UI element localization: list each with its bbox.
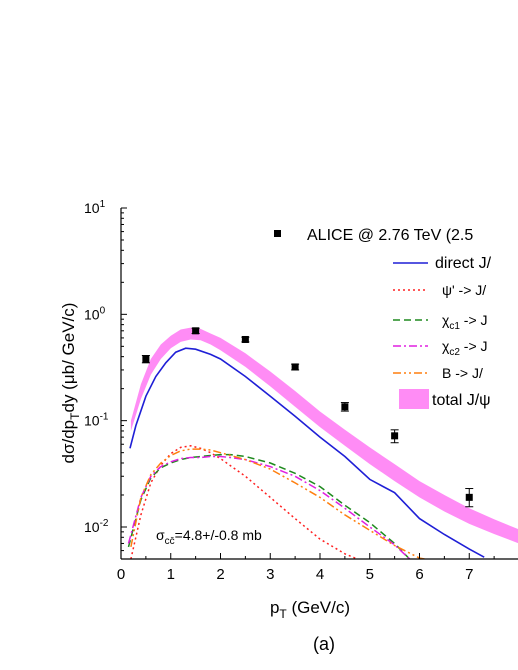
data-point bbox=[465, 493, 473, 501]
data-point bbox=[142, 355, 150, 363]
figure-caption: (a) bbox=[313, 634, 335, 654]
x-axis-label: pT (GeV/c) bbox=[270, 598, 350, 621]
y-tick-label: 100 bbox=[84, 305, 106, 322]
sigma-value: =4.8+/-0.8 mb bbox=[175, 527, 262, 543]
x-tick-label: 2 bbox=[216, 566, 224, 583]
x-tick-label: 1 bbox=[167, 566, 175, 583]
total-jpsi-band bbox=[130, 327, 518, 544]
legend: ALICE @ 2.76 TeV (2.5 direct J/ψ' -> J/χc… bbox=[274, 227, 492, 409]
sigma-subscript: cc̄ bbox=[165, 536, 175, 547]
series-line-chi-c2 bbox=[127, 455, 411, 559]
data-point bbox=[341, 403, 349, 411]
series-line-direct-jpsi bbox=[129, 347, 485, 558]
sigma-annotation: σcc̄=4.8+/-0.8 mb bbox=[156, 527, 262, 547]
series-layer bbox=[127, 347, 485, 559]
x-tick-label: 3 bbox=[266, 566, 274, 583]
legend-label-alice: ALICE @ 2.76 TeV (2.5 bbox=[307, 227, 473, 244]
y-axis-label: dσ/dpTdy (μb/ GeV/c) bbox=[59, 303, 82, 464]
x-tick-label: 5 bbox=[366, 566, 374, 583]
data-point bbox=[391, 432, 399, 440]
x-tick-label: 4 bbox=[316, 566, 324, 583]
y-tick-label: 10-1 bbox=[84, 412, 109, 429]
y-tick-label: 101 bbox=[84, 199, 106, 216]
series-line-chi-c1 bbox=[127, 453, 411, 559]
axes-layer: 0 1 2 3 4 5 6 7 101 100 10-1 10-2 bbox=[84, 199, 518, 583]
series-line-b-decay bbox=[130, 448, 425, 559]
data-point bbox=[291, 363, 299, 371]
y-tick-label: 10-2 bbox=[84, 518, 109, 535]
legend-label-b-decay: B -> J/ bbox=[442, 365, 483, 381]
legend-label-chi-c2: χc2 -> J bbox=[442, 338, 488, 358]
sigma-symbol: σ bbox=[156, 527, 165, 543]
series-line-psi-prime bbox=[130, 445, 358, 559]
legend-label-chi-c1: χc1 -> J bbox=[442, 312, 488, 332]
legend-label-total: total J/ψ bbox=[432, 392, 491, 409]
x-tick-label: 6 bbox=[415, 566, 423, 583]
total-band-layer bbox=[130, 327, 518, 544]
data-point bbox=[241, 335, 249, 343]
x-tick-label: 7 bbox=[465, 566, 473, 583]
data-points-layer bbox=[141, 327, 474, 508]
legend-label-direct-jpsi: direct J/ bbox=[435, 255, 492, 272]
data-point bbox=[192, 327, 200, 335]
legend-swatch-total-band bbox=[399, 389, 429, 409]
x-tick-label: 0 bbox=[117, 566, 125, 583]
legend-marker-alice bbox=[274, 230, 281, 237]
legend-label-psi-prime: ψ' -> J/ bbox=[442, 282, 486, 298]
